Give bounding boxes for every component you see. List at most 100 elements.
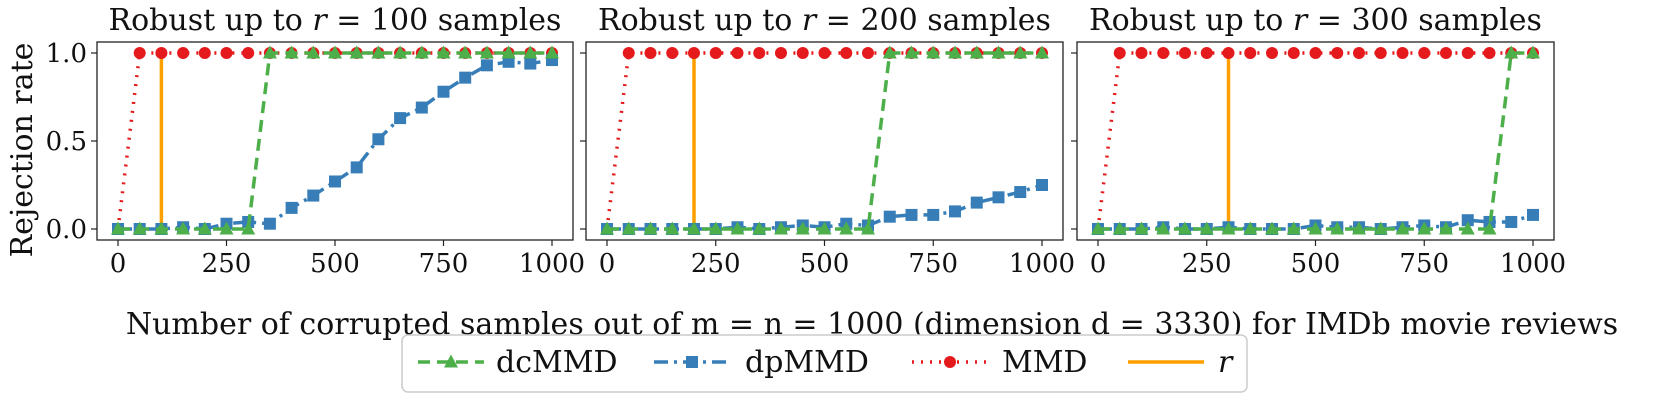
point-dcmmd xyxy=(1199,221,1214,235)
point-mmd xyxy=(1287,47,1300,59)
title-suffix: = 200 samples xyxy=(816,3,1051,38)
point-dcmmd xyxy=(600,221,614,235)
point-dcmmd xyxy=(817,221,832,235)
x-tick-label: 250 xyxy=(1182,249,1232,279)
point-mmd xyxy=(688,47,700,59)
point-mmd xyxy=(133,47,146,59)
x-tick-label: 250 xyxy=(691,249,741,279)
point-mmd xyxy=(1440,47,1452,59)
point-dcmmd xyxy=(1460,221,1475,235)
point-mmd xyxy=(1483,47,1496,59)
plot-frame xyxy=(585,41,1064,241)
series-line-dcmmd xyxy=(1098,51,1533,231)
point-mmd xyxy=(666,47,679,59)
point-mmd xyxy=(1461,47,1474,59)
point-mmd xyxy=(1266,47,1278,59)
point-dcmmd xyxy=(458,45,473,59)
point-dpmmd xyxy=(307,189,320,202)
point-dcmmd xyxy=(479,45,494,59)
point-dpmmd xyxy=(459,71,472,84)
legend-item-mmd: MMD xyxy=(912,345,1088,380)
x-tick-label: 250 xyxy=(202,249,252,279)
point-dcmmd xyxy=(1439,221,1453,235)
point-dcmmd xyxy=(926,45,941,59)
point-dcmmd xyxy=(111,221,125,235)
point-dcmmd xyxy=(621,221,636,235)
y-tick-label: 1.0 xyxy=(46,39,87,69)
series-line-dpmmd xyxy=(118,58,553,231)
title-suffix: = 100 samples xyxy=(327,3,562,38)
y-tick-label: 0.0 xyxy=(46,215,87,245)
plot-area xyxy=(111,45,559,235)
point-mmd xyxy=(1244,47,1257,59)
point-mmd xyxy=(1179,47,1191,59)
point-dpmmd xyxy=(1461,214,1474,227)
point-dcmmd xyxy=(176,221,191,235)
point-dcmmd xyxy=(839,221,854,235)
point-dpmmd xyxy=(883,210,896,223)
point-dcmmd xyxy=(1504,45,1519,59)
point-mmd xyxy=(818,47,831,59)
x-tick-label: 750 xyxy=(419,249,469,279)
series-line-mmd xyxy=(1096,51,1533,230)
panel-title: Robust up to r = 200 samples xyxy=(598,3,1051,38)
panel-title: Robust up to r = 300 samples xyxy=(1089,3,1542,38)
point-mmd xyxy=(1135,47,1148,59)
title-variable: r xyxy=(1293,3,1309,38)
title-prefix: Robust up to xyxy=(109,3,313,38)
point-mmd xyxy=(1309,47,1322,59)
point-dcmmd xyxy=(1221,221,1236,235)
point-dcmmd xyxy=(393,45,408,59)
point-dpmmd xyxy=(524,57,537,70)
point-dcmmd xyxy=(882,45,897,59)
point-dcmmd xyxy=(262,45,277,59)
title-variable: r xyxy=(802,3,818,38)
point-mmd xyxy=(862,47,874,59)
x-tick-label: 1000 xyxy=(519,249,585,279)
point-dcmmd xyxy=(1330,221,1345,235)
point-dcmmd xyxy=(708,221,723,235)
point-dcmmd xyxy=(1035,45,1049,59)
title-suffix: = 300 samples xyxy=(1307,3,1542,38)
panel-3: Robust up to r = 300 samples 0 250 500 750 10… xyxy=(1071,3,1566,279)
point-dcmmd xyxy=(1286,221,1301,235)
y-tick-label: 0.5 xyxy=(46,127,87,157)
point-dcmmd xyxy=(643,221,658,235)
point-dpmmd xyxy=(263,217,276,230)
point-dcmmd xyxy=(414,45,429,59)
point-dpmmd xyxy=(949,205,961,218)
point-dcmmd xyxy=(948,45,962,59)
point-dcmmd xyxy=(861,221,875,235)
point-dcmmd xyxy=(665,221,680,235)
x-tick-label: 0 xyxy=(599,249,616,279)
x-tick-label: 500 xyxy=(800,249,850,279)
point-dcmmd xyxy=(687,221,701,235)
point-dpmmd xyxy=(1036,179,1048,191)
point-dcmmd xyxy=(1112,221,1127,235)
point-dpmmd xyxy=(285,201,298,214)
point-mmd xyxy=(220,47,233,59)
point-dpmmd xyxy=(394,112,407,125)
x-tick-label: 500 xyxy=(1291,249,1341,279)
point-mmd xyxy=(622,47,635,59)
point-mmd xyxy=(177,47,190,59)
point-mmd xyxy=(709,47,722,59)
point-dcmmd xyxy=(1265,221,1279,235)
panel-title: Robust up to r = 100 samples xyxy=(109,3,562,38)
point-dcmmd xyxy=(1013,45,1028,59)
point-dcmmd xyxy=(371,45,386,59)
point-dcmmd xyxy=(1373,221,1388,235)
point-dcmmd xyxy=(1395,221,1410,235)
point-dcmmd xyxy=(1352,221,1366,235)
point-dcmmd xyxy=(969,45,984,59)
panel-2: Robust up to r = 200 samples 0 250 500 750 10… xyxy=(580,3,1075,279)
point-dcmmd xyxy=(1482,221,1497,235)
point-dcmmd xyxy=(774,221,788,235)
x-tick-label: 500 xyxy=(310,249,360,279)
point-mmd xyxy=(155,47,168,59)
x-tick-label: 1000 xyxy=(1009,249,1075,279)
point-mmd xyxy=(753,47,766,59)
series-line-dcmmd xyxy=(118,51,552,231)
point-dpmmd xyxy=(1014,186,1027,199)
point-mmd xyxy=(242,47,255,59)
